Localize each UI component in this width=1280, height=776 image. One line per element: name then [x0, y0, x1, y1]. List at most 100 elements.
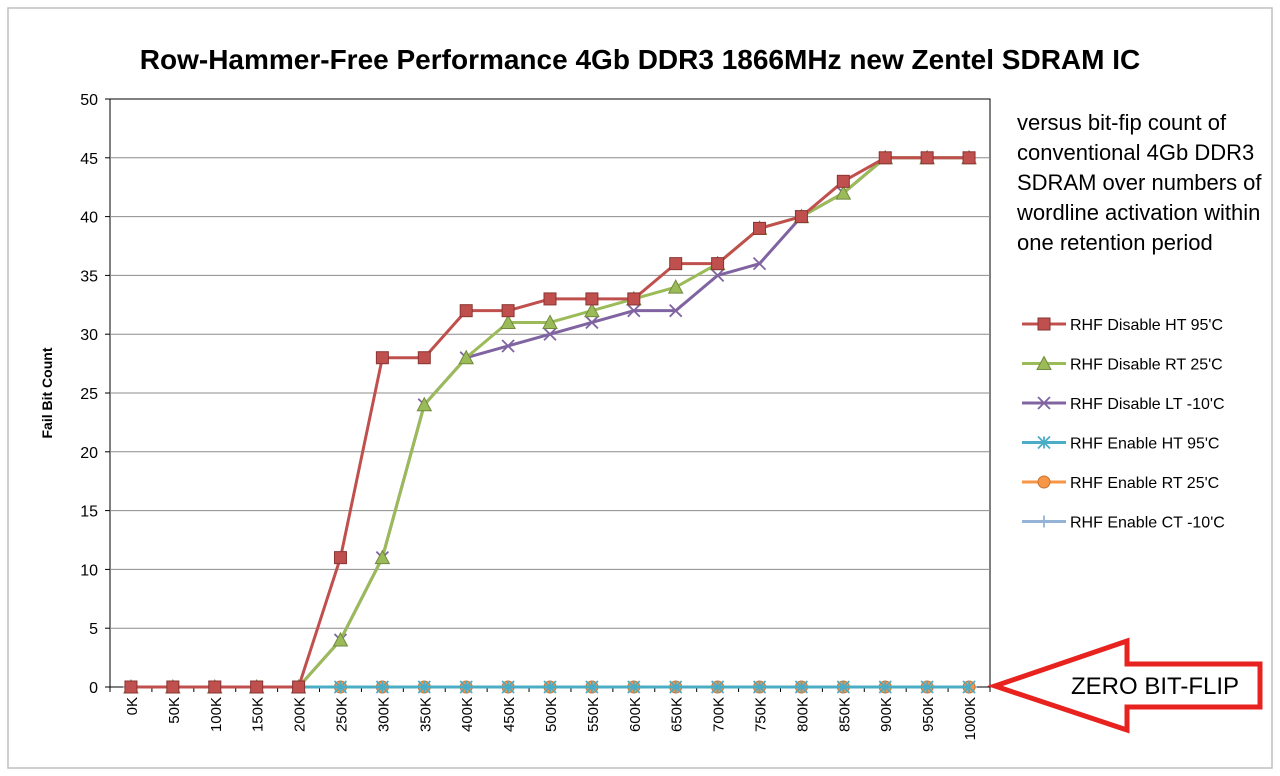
data-point [1037, 396, 1051, 410]
data-point [835, 185, 852, 200]
legend-item: RHF Enable HT 95'C [1022, 436, 1219, 453]
data-point [416, 396, 433, 412]
legend-item: RHF Disable RT 25'C [1022, 355, 1223, 374]
data-point [627, 304, 641, 318]
data-point [585, 292, 599, 306]
data-point [836, 680, 850, 694]
data-point [459, 304, 473, 318]
legend-label: RHF Enable CT -10'C [1070, 515, 1225, 532]
data-point [627, 680, 641, 694]
data-point [836, 174, 850, 188]
legend-label: RHF Enable RT 25'C [1070, 475, 1219, 492]
series-1 [123, 149, 977, 694]
data-point [543, 680, 557, 694]
x-tick-label: 1000K [962, 697, 979, 740]
data-point [333, 680, 348, 694]
legend: RHF Disable HT 95'C RHF Disable RT 25'C RH… [1022, 317, 1225, 532]
x-tick-label: 850K [836, 697, 853, 732]
data-point [669, 680, 683, 694]
grid-layer [109, 98, 991, 688]
data-point [878, 680, 892, 694]
data-point [124, 680, 138, 694]
data-point [710, 680, 725, 694]
data-point [1037, 475, 1051, 489]
x-tick-label: 950K [920, 697, 937, 732]
data-point [585, 680, 599, 694]
series-line [130, 156, 970, 689]
data-point [250, 680, 264, 694]
data-point [752, 257, 767, 271]
data-point [710, 268, 725, 283]
data-point [585, 315, 599, 330]
data-point [1037, 317, 1051, 331]
callout-label: ZERO BIT-FLIP [1071, 673, 1239, 700]
data-point [1037, 435, 1051, 450]
data-point [208, 680, 222, 694]
data-point [752, 680, 767, 694]
data-point [500, 314, 516, 329]
x-tick-label: 650K [669, 697, 686, 732]
data-point [920, 680, 934, 694]
y-tick-label: 30 [80, 327, 98, 344]
data-point [542, 314, 558, 329]
data-point [669, 257, 683, 271]
data-point [669, 304, 683, 318]
x-tick-label: 500K [543, 697, 560, 732]
legend-label: RHF Disable LT -10'C [1070, 396, 1225, 413]
legend-label: RHF Disable HT 95'C [1070, 317, 1223, 334]
legend-label: RHF Enable HT 95'C [1070, 436, 1219, 453]
data-point [501, 680, 515, 694]
legend-label: RHF Disable RT 25'C [1070, 357, 1223, 374]
data-point [962, 680, 976, 694]
series-line [130, 156, 970, 689]
x-tick-label: 900K [878, 697, 895, 732]
y-tick-label: 45 [80, 151, 98, 168]
data-point [962, 151, 976, 165]
x-tick-label: 750K [753, 697, 770, 732]
data-point [374, 549, 391, 565]
x-tick-label: 700K [711, 697, 728, 732]
legend-item: RHF Disable LT -10'C [1022, 396, 1225, 413]
data-point [501, 339, 515, 353]
y-tick-label: 40 [80, 210, 98, 227]
data-point [794, 210, 808, 224]
data-point [332, 631, 349, 647]
chart-annotation: versus bit-fip count of conventional 4Gb… [1017, 110, 1262, 255]
legend-item: RHF Enable RT 25'C [1022, 475, 1219, 492]
data-point [543, 327, 557, 341]
series-0 [124, 151, 976, 694]
x-tick-label: 400K [459, 697, 476, 732]
series-line [130, 156, 970, 689]
legend-item: RHF Enable CT -10'C [1022, 515, 1225, 532]
zero-bit-flip-callout: ZERO BIT-FLIP [987, 637, 1263, 734]
data-point [794, 680, 809, 694]
y-tick-label: 20 [80, 445, 98, 462]
x-tick-label: 150K [250, 697, 267, 732]
data-point [711, 257, 725, 271]
series-2 [124, 151, 976, 694]
data-point [878, 151, 892, 165]
callout-arrow [987, 637, 1263, 734]
data-point [458, 349, 475, 365]
x-tick-label: 0K [124, 697, 141, 715]
data-point [375, 680, 390, 694]
x-tick-label: 800K [794, 697, 811, 732]
y-tick-label: 0 [89, 680, 98, 697]
x-tick-label: 550K [585, 697, 602, 732]
data-point [920, 151, 934, 165]
data-point [375, 351, 389, 365]
chart-title: Row-Hammer-Free Performance 4Gb DDR3 186… [139, 44, 1141, 75]
data-point [333, 551, 347, 565]
data-point [667, 279, 684, 294]
y-tick-label: 25 [80, 386, 98, 403]
x-tick-label: 250K [333, 697, 350, 732]
y-tick-label: 35 [80, 268, 98, 285]
data-point [543, 292, 557, 306]
x-tick-label: 100K [208, 697, 225, 732]
y-tick-label: 10 [80, 562, 98, 579]
x-tick-label: 600K [627, 697, 644, 732]
legend-item: RHF Disable HT 95'C [1022, 317, 1223, 334]
